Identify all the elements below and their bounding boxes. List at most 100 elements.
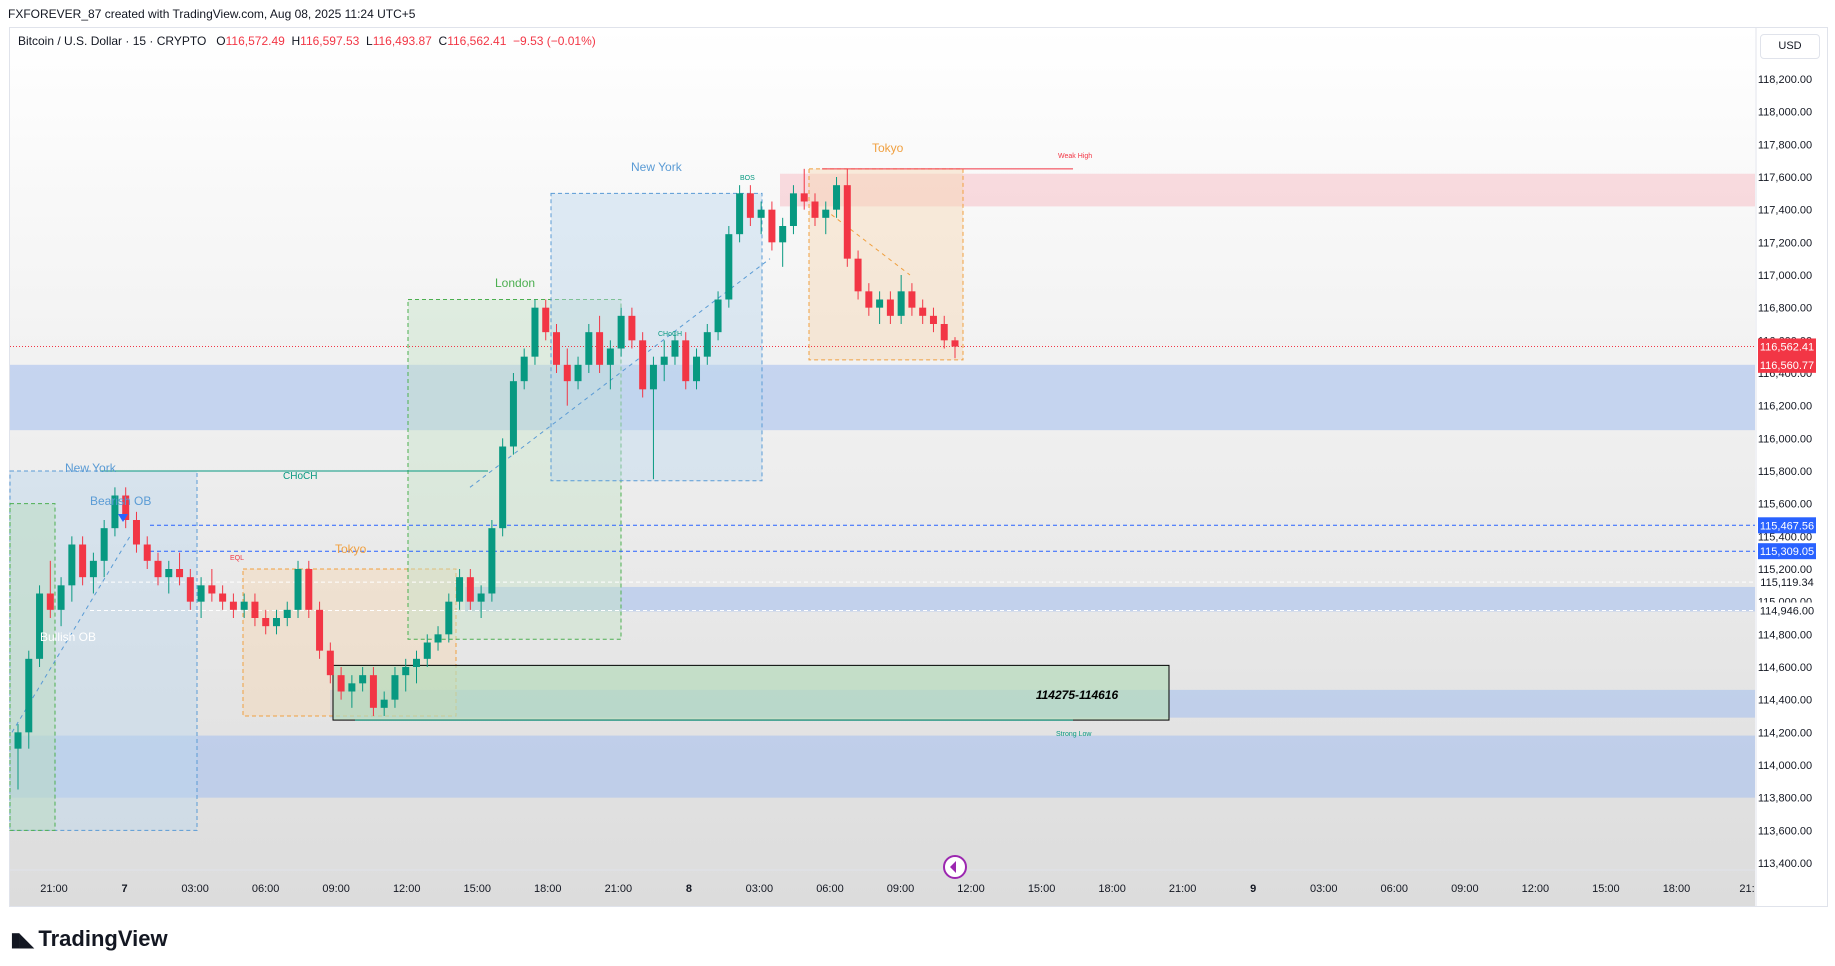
candle-body: [143, 544, 151, 561]
label-strong-low: Strong Low: [1056, 731, 1092, 738]
y-tick-label: 114,800.00: [1758, 629, 1812, 641]
candle-body: [574, 364, 582, 382]
bearish-marker-icon: [118, 514, 128, 522]
candle-body: [585, 332, 593, 365]
candle-body: [176, 569, 184, 578]
label-london: London: [495, 276, 535, 290]
x-tick-label: 09:00: [322, 883, 350, 895]
candle-body: [272, 618, 280, 627]
x-tick-label: 12:00: [1522, 883, 1550, 895]
candle-body: [671, 340, 679, 357]
currency-button[interactable]: USD: [1760, 34, 1820, 59]
y-tick-label: 117,200.00: [1758, 237, 1812, 249]
x-tick-label: 21:: [1739, 883, 1754, 895]
label-newyork-2: New York: [631, 160, 683, 174]
demand-zone-mid: [465, 586, 1755, 612]
candle-body: [456, 577, 464, 602]
candle-body: [542, 307, 550, 333]
candle-body: [412, 658, 420, 667]
candle-body: [940, 324, 948, 341]
x-tick-label: 12:00: [393, 883, 421, 895]
x-tick-label: 09:00: [887, 883, 915, 895]
tradingview-logo[interactable]: ▮◣ TradingView: [10, 926, 168, 952]
price-tag-value: 115,467.56: [1760, 520, 1814, 532]
candle-body: [391, 675, 399, 700]
price-tag: [1758, 356, 1816, 373]
candle-body: [897, 291, 905, 316]
x-tick-label: 12:00: [957, 883, 985, 895]
candle-body: [434, 634, 442, 643]
legend-symbol: Bitcoin / U.S. Dollar · 15 · CRYPTO: [18, 34, 207, 48]
candle-body: [563, 364, 571, 382]
candle-body: [369, 675, 377, 708]
legend-change-value: −9.53 (−0.01%): [513, 34, 596, 48]
candle-body: [36, 593, 44, 659]
candle-body: [606, 348, 614, 365]
ohlc-legend: Bitcoin / U.S. Dollar · 15 · CRYPTO O116…: [18, 34, 596, 48]
x-tick-label: 21:00: [1169, 883, 1197, 895]
candle-body: [811, 201, 819, 218]
legend-low-value: 116,493.87: [372, 34, 432, 48]
candle-body: [380, 699, 388, 708]
x-tick-label: 15:00: [1028, 883, 1056, 895]
x-tick-label: 09:00: [1451, 883, 1479, 895]
candle-body: [423, 642, 431, 659]
candle-body: [876, 299, 884, 308]
tradingview-logo-icon: ▮◣: [10, 928, 34, 951]
y-tick-label: 115,600.00: [1758, 499, 1812, 511]
y-tick-label: 115,400.00: [1758, 531, 1812, 543]
demand-zone-upper: [10, 364, 1755, 431]
y-tick-label: 113,800.00: [1758, 793, 1812, 805]
candle-body: [660, 356, 668, 365]
candle-body: [531, 307, 539, 357]
candle-body: [800, 193, 808, 202]
trend-line-3: [824, 209, 911, 276]
label-choch: CHoCH: [283, 471, 317, 482]
candle-body: [951, 340, 959, 347]
candle-body: [132, 520, 140, 545]
x-tick-label: 06:00: [1381, 883, 1409, 895]
candle-body: [617, 315, 625, 349]
candle-body: [757, 209, 765, 218]
candle-body: [929, 315, 937, 324]
candle-body: [219, 593, 227, 602]
legend-low-label: L: [366, 34, 373, 48]
label-bearish-ob: Bearish OB: [90, 494, 151, 508]
label-tokyo-1: Tokyo: [335, 542, 367, 556]
price-tag-value: 114,946.00: [1760, 605, 1814, 617]
x-tick-label: 18:00: [1663, 883, 1691, 895]
x-tick-label: 06:00: [252, 883, 280, 895]
candle-body: [628, 315, 636, 341]
candle-body: [197, 585, 205, 602]
y-tick-label: 118,000.00: [1758, 107, 1812, 119]
trend-line-1: [11, 536, 131, 733]
x-tick-label: 15:00: [1592, 883, 1620, 895]
candle-body: [154, 560, 162, 578]
candle-body: [854, 258, 862, 292]
candle-body: [100, 528, 108, 561]
candle-body: [768, 209, 776, 243]
label-bos: BOS: [740, 175, 755, 182]
candle-body: [466, 577, 474, 602]
candle-body: [240, 601, 248, 610]
x-tick-label: 03:00: [1310, 883, 1338, 895]
y-tick-label: 117,000.00: [1758, 270, 1812, 282]
candle-body: [316, 609, 324, 651]
y-tick-label: 114,400.00: [1758, 695, 1812, 707]
y-tick-label: 113,400.00: [1758, 858, 1812, 870]
label-range: 114275-114616: [1036, 688, 1119, 702]
candle-body: [359, 675, 367, 684]
candle-body: [865, 291, 873, 308]
price-tag-value: 115,309.05: [1760, 546, 1814, 558]
candle-body: [186, 577, 194, 602]
price-tag-value: 115,119.34: [1760, 577, 1813, 589]
candle-body: [348, 683, 356, 692]
y-tick-label: 116,000.00: [1758, 433, 1812, 445]
label-newyork-1: New York: [65, 461, 117, 475]
candle-body: [488, 528, 496, 594]
candle-body: [682, 340, 690, 382]
candle-body: [305, 569, 313, 610]
x-tick-label: 06:00: [816, 883, 844, 895]
y-tick-label: 116,800.00: [1758, 303, 1812, 315]
